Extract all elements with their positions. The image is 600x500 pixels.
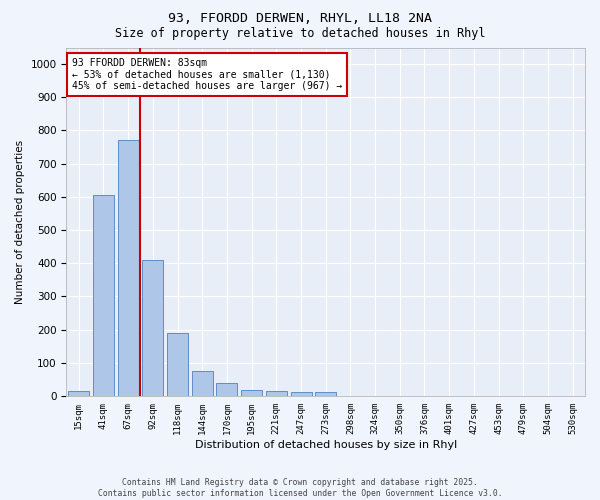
Bar [142, 260, 163, 396]
Bar [217, 382, 238, 396]
Bar [118, 140, 139, 396]
Bar [93, 195, 114, 396]
Bar [290, 392, 311, 396]
X-axis label: Distribution of detached houses by size in Rhyl: Distribution of detached houses by size … [194, 440, 457, 450]
Text: 93 FFORDD DERWEN: 83sqm
← 53% of detached houses are smaller (1,130)
45% of semi: 93 FFORDD DERWEN: 83sqm ← 53% of detache… [71, 58, 342, 91]
Bar [241, 390, 262, 396]
Bar [68, 392, 89, 396]
Bar [192, 371, 213, 396]
Text: Contains HM Land Registry data © Crown copyright and database right 2025.
Contai: Contains HM Land Registry data © Crown c… [98, 478, 502, 498]
Bar [315, 392, 336, 396]
Bar [167, 333, 188, 396]
Text: Size of property relative to detached houses in Rhyl: Size of property relative to detached ho… [115, 28, 485, 40]
Bar [266, 391, 287, 396]
Text: 93, FFORDD DERWEN, RHYL, LL18 2NA: 93, FFORDD DERWEN, RHYL, LL18 2NA [168, 12, 432, 26]
Y-axis label: Number of detached properties: Number of detached properties [15, 140, 25, 304]
